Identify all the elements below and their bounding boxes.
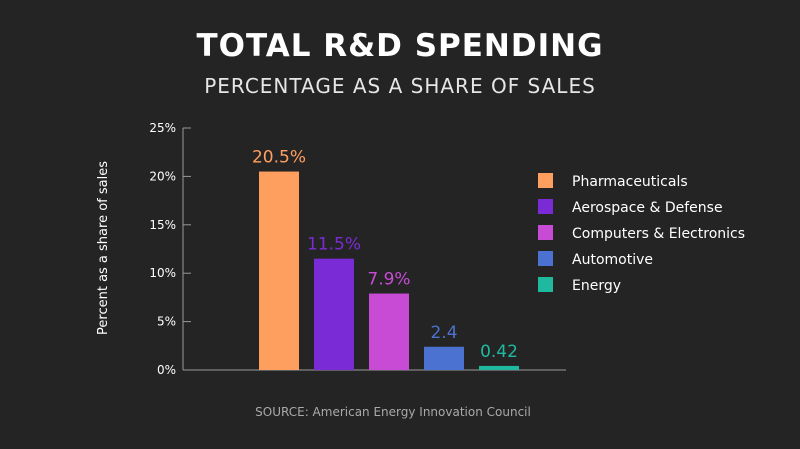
bar-0: [259, 171, 299, 370]
data-label: 20.5%: [252, 148, 306, 168]
bar-3: [424, 346, 464, 370]
legend-swatch: [538, 225, 553, 240]
legend-swatch: [538, 199, 553, 214]
y-tick-label: 5%: [157, 315, 176, 329]
legend-swatch: [538, 277, 553, 292]
y-tick-label: 25%: [149, 121, 176, 135]
data-label: 11.5%: [307, 235, 361, 255]
chart-title: TOTAL R&D SPENDING: [196, 28, 604, 64]
bar-1: [314, 258, 354, 370]
data-label: 0.42: [480, 342, 518, 362]
y-tick-label: 0%: [157, 363, 176, 377]
y-axis-title: Percent as a share of sales: [96, 161, 111, 335]
legend-label: Computers & Electronics: [572, 226, 745, 242]
y-tick-label: 10%: [149, 266, 176, 280]
legend-label: Aerospace & Defense: [572, 200, 723, 216]
data-label: 7.9%: [367, 270, 410, 290]
y-tick-label: 15%: [149, 218, 176, 232]
y-tick-label: 20%: [149, 169, 176, 183]
source-note: SOURCE: American Energy Innovation Counc…: [255, 405, 531, 419]
legend-swatch: [538, 251, 553, 266]
legend-label: Pharmaceuticals: [572, 174, 688, 190]
chart-subtitle: PERCENTAGE AS A SHARE OF SALES: [204, 74, 596, 98]
bar-4: [479, 365, 519, 370]
legend-swatch: [538, 173, 553, 188]
legend-label: Energy: [572, 278, 621, 294]
data-label: 2.4: [430, 323, 457, 343]
legend-label: Automotive: [572, 252, 653, 268]
bar-2: [369, 293, 409, 370]
